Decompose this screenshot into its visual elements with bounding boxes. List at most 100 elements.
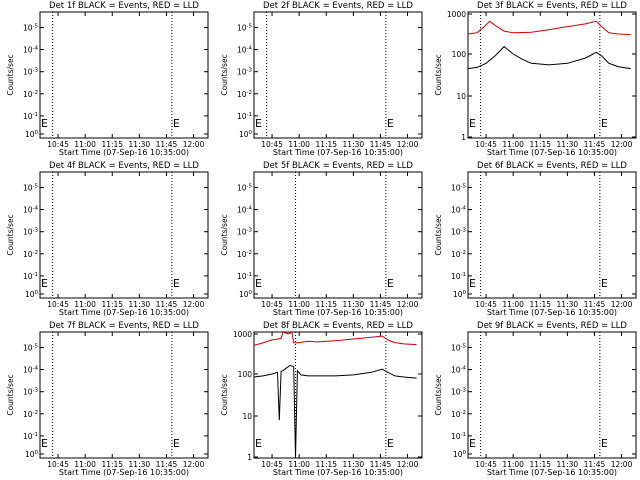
e-marker: E bbox=[387, 117, 394, 130]
x-tick-label: 12:00 bbox=[611, 460, 633, 469]
x-axis-label: Start Time (07-Sep-16 10:35:00) bbox=[487, 308, 617, 317]
y-tick-label: 10-1 bbox=[23, 112, 38, 121]
x-tick-label: 10:45 bbox=[475, 460, 497, 469]
y-axis-label: Counts/sec bbox=[220, 374, 229, 415]
panel-det-9: Det 9f BLACK = Events, RED = LLD 100 10-1 1… bbox=[434, 321, 637, 477]
x-tick-label: 11:00 bbox=[74, 140, 96, 149]
panel-title: Det 1f BLACK = Events, RED = LLD bbox=[49, 1, 199, 11]
panel-title: Det 9f BLACK = Events, RED = LLD bbox=[477, 321, 627, 331]
x-tick-label: 11:00 bbox=[288, 460, 310, 469]
y-tick-label: 10-4 bbox=[237, 206, 253, 215]
y-tick-label: 10-1 bbox=[451, 272, 466, 281]
x-tick-label: 12:00 bbox=[397, 460, 419, 469]
y-tick-label: 10-4 bbox=[23, 46, 39, 55]
y-tick-label: 10-4 bbox=[237, 46, 253, 55]
x-tick-label: 11:00 bbox=[74, 460, 96, 469]
e-marker: E bbox=[173, 437, 180, 450]
e-marker: E bbox=[387, 437, 394, 450]
e-marker: E bbox=[469, 437, 476, 450]
e-marker: E bbox=[41, 437, 48, 450]
plot-frame bbox=[253, 171, 423, 299]
y-axis-label: Counts/sec bbox=[6, 54, 15, 95]
panel-det-6: Det 6f BLACK = Events, RED = LLD 100 10-1 1… bbox=[434, 161, 637, 317]
y-tick-label: 10-1 bbox=[237, 112, 252, 121]
y-tick-label: 10-2 bbox=[23, 410, 38, 419]
y-tick-label: 10-3 bbox=[23, 228, 39, 237]
y-tick-label: 100 bbox=[239, 290, 253, 299]
y-axis-label: Counts/sec bbox=[220, 214, 229, 255]
y-tick-label: 10-5 bbox=[237, 23, 253, 32]
panel-title: Det 8f BLACK = Events, RED = LLD bbox=[263, 321, 413, 331]
x-tick-label: 11:00 bbox=[288, 300, 310, 309]
e-marker: E bbox=[41, 117, 48, 130]
x-tick-label: 11:30 bbox=[343, 460, 365, 469]
y-tick-label: 10-2 bbox=[23, 90, 38, 99]
x-tick-label: 12:00 bbox=[611, 300, 633, 309]
series-events-line bbox=[467, 45, 631, 70]
x-tick-label: 11:45 bbox=[156, 300, 178, 309]
x-tick-label: 11:15 bbox=[101, 460, 123, 469]
y-tick-label: 10-3 bbox=[451, 388, 467, 397]
y-tick-label: 10-3 bbox=[23, 388, 39, 397]
panel-title: Det 6f BLACK = Events, RED = LLD bbox=[477, 161, 627, 171]
x-tick-label: 10:45 bbox=[47, 140, 69, 149]
panel-det-7: Det 7f BLACK = Events, RED = LLD 100 10-1 1… bbox=[6, 321, 209, 477]
x-axis-label: Start Time (07-Sep-16 10:35:00) bbox=[273, 148, 403, 157]
x-tick-label: 11:45 bbox=[156, 460, 178, 469]
panel-title: Det 4f BLACK = Events, RED = LLD bbox=[49, 161, 199, 171]
panel-det-5: Det 5f BLACK = Events, RED = LLD 100 10-1 1… bbox=[220, 161, 423, 317]
series-events-line bbox=[253, 364, 417, 459]
series-lld-line bbox=[253, 331, 417, 346]
y-tick-label: 100 bbox=[453, 290, 467, 299]
x-tick-label: 11:30 bbox=[557, 140, 579, 149]
panel-title: Det 5f BLACK = Events, RED = LLD bbox=[263, 161, 413, 171]
x-tick-label: 11:30 bbox=[129, 460, 151, 469]
x-tick-label: 11:15 bbox=[315, 140, 337, 149]
plot-frame bbox=[39, 171, 209, 299]
y-tick-label: 1 bbox=[247, 453, 252, 462]
y-tick-label: 10-2 bbox=[451, 250, 466, 259]
x-axis-label: Start Time (07-Sep-16 10:35:00) bbox=[273, 308, 403, 317]
x-tick-label: 11:15 bbox=[315, 460, 337, 469]
y-tick-label: 10-2 bbox=[237, 90, 252, 99]
panel-det-2: Det 2f BLACK = Events, RED = LLD 100 10-1 1… bbox=[220, 1, 423, 157]
x-tick-label: 12:00 bbox=[183, 300, 205, 309]
y-tick-label: 10-2 bbox=[451, 410, 466, 419]
series-lld-line bbox=[467, 20, 631, 36]
x-axis-label: Start Time (07-Sep-16 10:35:00) bbox=[487, 148, 617, 157]
x-tick-label: 11:45 bbox=[156, 140, 178, 149]
y-tick-label: 100 bbox=[453, 450, 467, 459]
x-tick-label: 11:15 bbox=[529, 300, 551, 309]
y-tick-label: 100 bbox=[25, 290, 39, 299]
x-tick-label: 11:00 bbox=[288, 140, 310, 149]
y-axis-label: Counts/sec bbox=[6, 214, 15, 255]
x-axis-label: Start Time (07-Sep-16 10:35:00) bbox=[59, 308, 189, 317]
y-tick-label: 10-4 bbox=[451, 206, 467, 215]
e-marker: E bbox=[41, 277, 48, 290]
x-tick-label: 11:00 bbox=[74, 300, 96, 309]
y-axis-label: Counts/sec bbox=[434, 54, 443, 95]
plot-frame bbox=[253, 11, 423, 139]
y-tick-label: 10-5 bbox=[23, 23, 39, 32]
panel-title: Det 3f BLACK = Events, RED = LLD bbox=[477, 1, 627, 11]
y-tick-label: 10-4 bbox=[23, 206, 39, 215]
y-tick-label: 100 bbox=[239, 130, 253, 139]
x-axis-label: Start Time (07-Sep-16 10:35:00) bbox=[487, 468, 617, 477]
x-tick-label: 11:15 bbox=[101, 300, 123, 309]
y-tick-label: 100 bbox=[25, 450, 39, 459]
y-tick-label: 10-1 bbox=[23, 272, 38, 281]
x-tick-label: 10:45 bbox=[261, 460, 283, 469]
e-marker: E bbox=[255, 117, 262, 130]
y-tick-label: 1000 bbox=[233, 330, 252, 339]
panel-det-1: Det 1f BLACK = Events, RED = LLD 100 10-1 1… bbox=[6, 1, 209, 157]
y-tick-label: 10 bbox=[242, 412, 252, 421]
y-tick-label: 10-3 bbox=[23, 68, 39, 77]
x-tick-label: 12:00 bbox=[397, 300, 419, 309]
x-tick-label: 11:30 bbox=[557, 300, 579, 309]
x-tick-label: 12:00 bbox=[611, 140, 633, 149]
x-tick-label: 11:00 bbox=[502, 300, 524, 309]
panel-title: Det 2f BLACK = Events, RED = LLD bbox=[263, 1, 413, 11]
e-marker: E bbox=[255, 437, 262, 450]
y-tick-label: 10-3 bbox=[237, 228, 253, 237]
x-tick-label: 12:00 bbox=[183, 460, 205, 469]
